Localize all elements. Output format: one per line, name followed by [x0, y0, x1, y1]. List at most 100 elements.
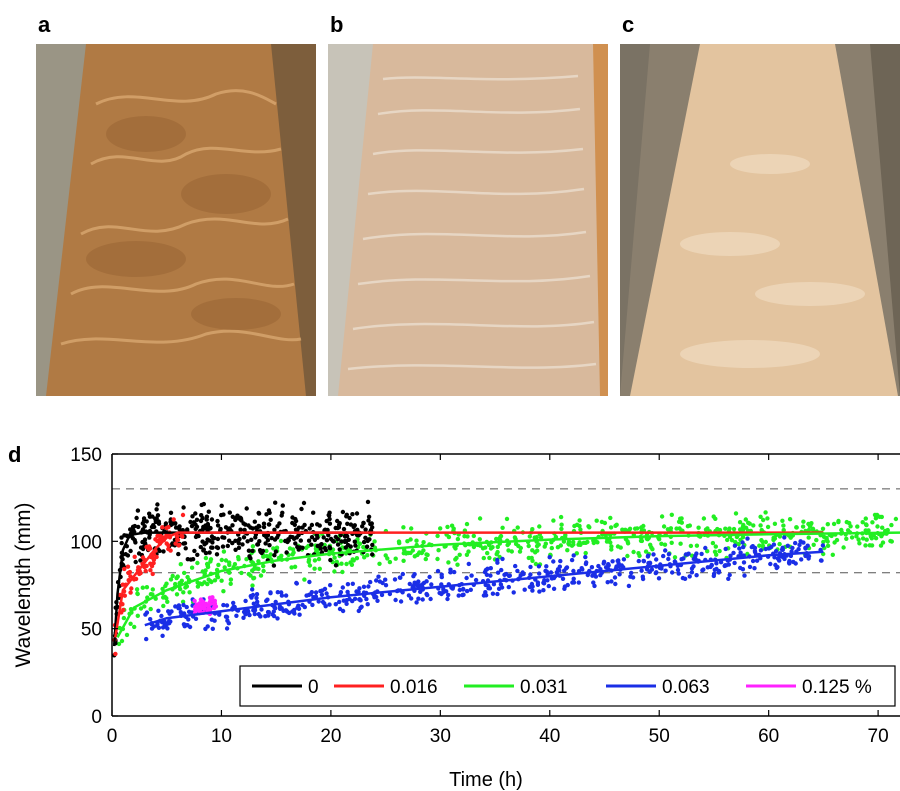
- data-point: [737, 546, 741, 550]
- data-point: [302, 501, 306, 505]
- data-point: [279, 590, 283, 594]
- data-point: [650, 547, 654, 551]
- data-point: [169, 511, 173, 515]
- data-point: [606, 562, 610, 566]
- data-point: [717, 549, 721, 553]
- data-point: [595, 519, 599, 523]
- data-point: [160, 634, 164, 638]
- axes: 0 10 20 30 40 50 60 70050100150Time (h)Waveleng…: [12, 445, 900, 791]
- data-point: [738, 520, 742, 524]
- data-point: [216, 563, 220, 567]
- data-point: [227, 621, 231, 625]
- data-point: [144, 637, 148, 641]
- data-point: [207, 510, 211, 514]
- data-point: [401, 572, 405, 576]
- data-point: [139, 545, 143, 549]
- data-point: [548, 555, 552, 559]
- data-point: [488, 586, 492, 590]
- data-point: [740, 540, 744, 544]
- data-point: [182, 541, 186, 545]
- data-point: [516, 525, 520, 529]
- data-point: [154, 520, 158, 524]
- data-point: [619, 545, 623, 549]
- data-point: [176, 552, 180, 556]
- data-point: [627, 584, 631, 588]
- data-point: [551, 559, 555, 563]
- data-point: [147, 544, 151, 548]
- data-point: [337, 600, 341, 604]
- data-point: [494, 537, 498, 541]
- data-point: [174, 525, 178, 529]
- data-point: [535, 549, 539, 553]
- data-point: [267, 543, 271, 547]
- data-point: [521, 570, 525, 574]
- data-point: [194, 617, 198, 621]
- data-point: [212, 536, 216, 540]
- data-point: [811, 527, 815, 531]
- data-point: [253, 520, 257, 524]
- data-point: [594, 574, 598, 578]
- data-point: [752, 566, 756, 570]
- data-point: [464, 576, 468, 580]
- data-point: [314, 590, 318, 594]
- data-point: [530, 527, 534, 531]
- data-point: [376, 575, 380, 579]
- data-point: [728, 554, 732, 558]
- data-point: [465, 553, 469, 557]
- legend-label: 0: [308, 677, 319, 698]
- data-point: [807, 535, 811, 539]
- data-point: [241, 616, 245, 620]
- data-point: [251, 544, 255, 548]
- data-point: [143, 541, 147, 545]
- data-point: [644, 549, 648, 553]
- data-point: [461, 593, 465, 597]
- data-point: [192, 599, 196, 603]
- data-point: [269, 552, 273, 556]
- data-point: [341, 510, 345, 514]
- data-point: [359, 605, 363, 609]
- data-point: [164, 596, 168, 600]
- data-point: [125, 633, 129, 637]
- data-point: [528, 565, 532, 569]
- data-point: [362, 585, 366, 589]
- data-point: [637, 559, 641, 563]
- data-point: [309, 543, 313, 547]
- data-point: [166, 543, 170, 547]
- data-point: [561, 577, 565, 581]
- data-point: [631, 575, 635, 579]
- data-point: [172, 517, 176, 521]
- data-point: [128, 570, 132, 574]
- data-point: [299, 507, 303, 511]
- data-point: [458, 588, 462, 592]
- data-point: [409, 596, 413, 600]
- data-point: [438, 526, 442, 530]
- data-point: [221, 589, 225, 593]
- data-point: [186, 617, 190, 621]
- data-point: [417, 550, 421, 554]
- data-point: [157, 549, 161, 553]
- data-point: [206, 522, 210, 526]
- data-point: [283, 608, 287, 612]
- data-point: [220, 558, 224, 562]
- data-point: [300, 546, 304, 550]
- data-point: [844, 537, 848, 541]
- data-point: [181, 513, 185, 517]
- data-point: [637, 554, 641, 558]
- data-point: [773, 522, 777, 526]
- data-point: [204, 556, 208, 560]
- data-point: [338, 547, 342, 551]
- data-point: [495, 561, 499, 565]
- data-point: [365, 545, 369, 549]
- data-point: [726, 577, 730, 581]
- data-point: [572, 553, 576, 557]
- data-point: [801, 524, 805, 528]
- data-point: [327, 513, 331, 517]
- data-point: [759, 548, 763, 552]
- data-point: [450, 524, 454, 528]
- x-tick-label: 30: [430, 726, 451, 747]
- data-point: [777, 542, 781, 546]
- data-point: [150, 514, 154, 518]
- data-point: [272, 528, 276, 532]
- data-point: [453, 557, 457, 561]
- data-point: [409, 526, 413, 530]
